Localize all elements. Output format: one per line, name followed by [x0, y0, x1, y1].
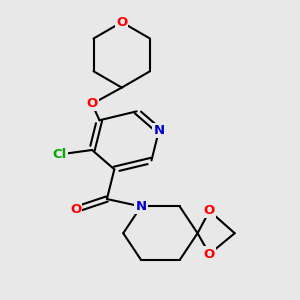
- Text: O: O: [204, 204, 215, 218]
- Text: O: O: [204, 248, 215, 260]
- Text: Cl: Cl: [52, 148, 67, 161]
- Text: N: N: [136, 200, 147, 213]
- Text: N: N: [153, 124, 164, 137]
- Text: O: O: [70, 203, 81, 216]
- Text: O: O: [116, 16, 128, 29]
- Text: O: O: [86, 98, 98, 110]
